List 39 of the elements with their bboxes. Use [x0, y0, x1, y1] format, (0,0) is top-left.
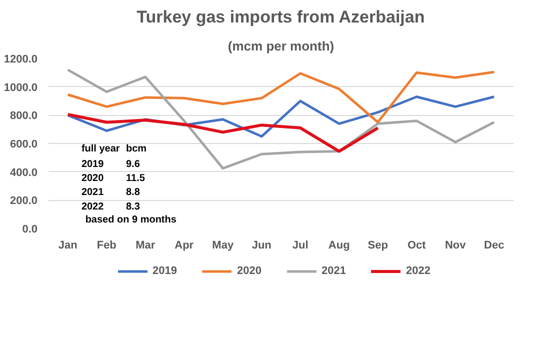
- annotation: 8.8: [126, 187, 140, 198]
- x-tick-label: Apr: [174, 240, 194, 252]
- annotation: 2022: [81, 201, 104, 212]
- x-tick-label: Jul: [292, 240, 308, 252]
- x-tick-label: Feb: [96, 240, 117, 252]
- legend-label: 2021: [322, 265, 346, 277]
- chart-subtitle: (mcm per month): [228, 38, 334, 54]
- y-tick-label: 400.0: [10, 166, 38, 179]
- x-tick-label: Nov: [444, 240, 467, 252]
- chart-title: Turkey gas imports from Azerbaijan: [136, 8, 425, 26]
- legend-label: 2020: [237, 265, 262, 277]
- annotation: 9.6: [126, 158, 140, 170]
- annotation: 2020: [81, 173, 104, 184]
- annotation: 8.3: [126, 201, 140, 212]
- y-tick-label: 1000.0: [4, 82, 38, 94]
- y-tick-label: 0.0: [22, 224, 38, 236]
- x-tick-label: Oct: [407, 240, 426, 252]
- annotation: 11.5: [126, 173, 146, 184]
- x-tick-label: Sep: [368, 240, 388, 252]
- annotation: 2019: [81, 158, 104, 170]
- annotation: based on 9 months: [85, 214, 177, 226]
- y-tick-label: 200.0: [10, 195, 38, 208]
- line-series: [66, 112, 380, 153]
- annotation: 2021: [81, 187, 104, 198]
- x-tick-label: Mar: [136, 240, 156, 252]
- y-tick-label: 1200.0: [4, 54, 38, 66]
- x-tick-label: Jun: [252, 240, 272, 252]
- legend-label: 2019: [152, 265, 178, 277]
- y-tick-label: 800.0: [10, 110, 38, 122]
- x-tick-label: Dec: [484, 240, 504, 252]
- annotation: full year: [81, 144, 120, 155]
- annotation: bcm: [126, 144, 147, 155]
- legend-label: 2022: [406, 265, 430, 277]
- x-tick-label: May: [212, 240, 234, 252]
- line-series: [66, 68, 496, 170]
- x-tick-label: Aug: [328, 240, 350, 252]
- x-tick-label: Jan: [58, 240, 78, 252]
- y-tick-label: 600.0: [10, 138, 38, 150]
- line-series: [66, 70, 496, 124]
